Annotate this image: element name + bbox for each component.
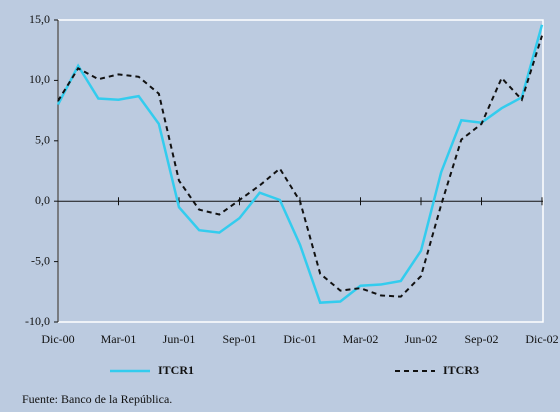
y-tick-label: -10,0 — [25, 314, 50, 328]
x-tick-label: Dic-02 — [525, 332, 558, 346]
y-tick-label: -5,0 — [31, 253, 50, 267]
x-tick-label: Sep-02 — [465, 332, 499, 346]
x-tick-label: Sep-01 — [223, 332, 257, 346]
x-tick-label: Mar-01 — [101, 332, 137, 346]
x-tick-label: Dic-01 — [283, 332, 316, 346]
plot-frame — [57, 19, 544, 323]
y-tick-label: 5,0 — [35, 133, 50, 147]
source-note: Fuente: Banco de la República. — [22, 392, 172, 406]
x-tick-label: Dic-00 — [41, 332, 74, 346]
x-tick-label: Jun-02 — [405, 332, 438, 346]
legend-label: ITCR1 — [158, 363, 194, 377]
series-line — [56, 24, 544, 304]
x-tick-label: Jun-01 — [163, 332, 196, 346]
x-tick-label: Mar-02 — [343, 332, 379, 346]
y-tick-label: 15,0 — [29, 12, 50, 26]
series-line — [57, 35, 543, 298]
legend-label: ITCR3 — [443, 363, 479, 377]
y-tick-label: 10,0 — [29, 72, 50, 86]
y-tick-label: 0,0 — [35, 193, 50, 207]
